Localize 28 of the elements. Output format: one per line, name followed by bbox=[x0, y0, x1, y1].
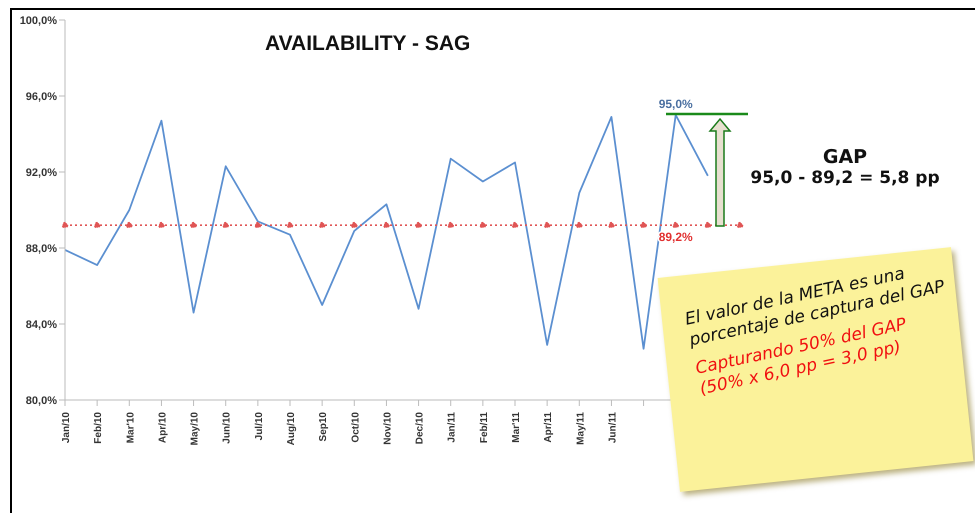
y-tick-label: 80,0% bbox=[26, 394, 58, 407]
x-tick-label: Jun/11 bbox=[607, 412, 618, 444]
x-tick-label: Mar'11 bbox=[511, 412, 522, 443]
y-tick-label: 92,0% bbox=[26, 166, 58, 179]
x-tick-label: May/10 bbox=[190, 412, 201, 446]
text: 95,0 - 89,2 = 5,8 pp bbox=[749, 168, 941, 188]
x-tick-label: Apr/11 bbox=[543, 412, 554, 443]
x-tick-label: Feb/11 bbox=[478, 412, 490, 444]
y-tick-label: 88,0% bbox=[26, 242, 58, 255]
x-tick-label: May/11 bbox=[575, 412, 586, 445]
x-tick-label: Sep10 bbox=[318, 412, 330, 442]
text: GAP bbox=[822, 146, 868, 168]
x-tick-label: Aug/10 bbox=[286, 412, 297, 446]
x-tick-label: Nov/10 bbox=[382, 412, 394, 445]
y-tick-label: 100,0% bbox=[20, 14, 58, 27]
x-tick-label: Jan/10 bbox=[61, 412, 72, 444]
x-tick-label: Jan/11 bbox=[446, 412, 458, 443]
x-tick-label: Oct/10 bbox=[350, 412, 362, 443]
y-tick-label: 96,0% bbox=[26, 90, 58, 103]
x-tick-label: Apr/10 bbox=[157, 412, 168, 444]
x-tick-label: Dec/10 bbox=[414, 412, 426, 444]
x-tick-label: Jul/10 bbox=[254, 412, 265, 440]
x-tick-label: Mar'10 bbox=[125, 412, 136, 444]
text: AVAILABILITY - SAG bbox=[265, 32, 470, 56]
x-tick-label: Feb/10 bbox=[93, 412, 104, 444]
y-tick-label: 84,0% bbox=[26, 318, 58, 331]
data-label: 95,0% bbox=[658, 97, 694, 111]
x-tick-label: Jun/10 bbox=[222, 412, 233, 444]
